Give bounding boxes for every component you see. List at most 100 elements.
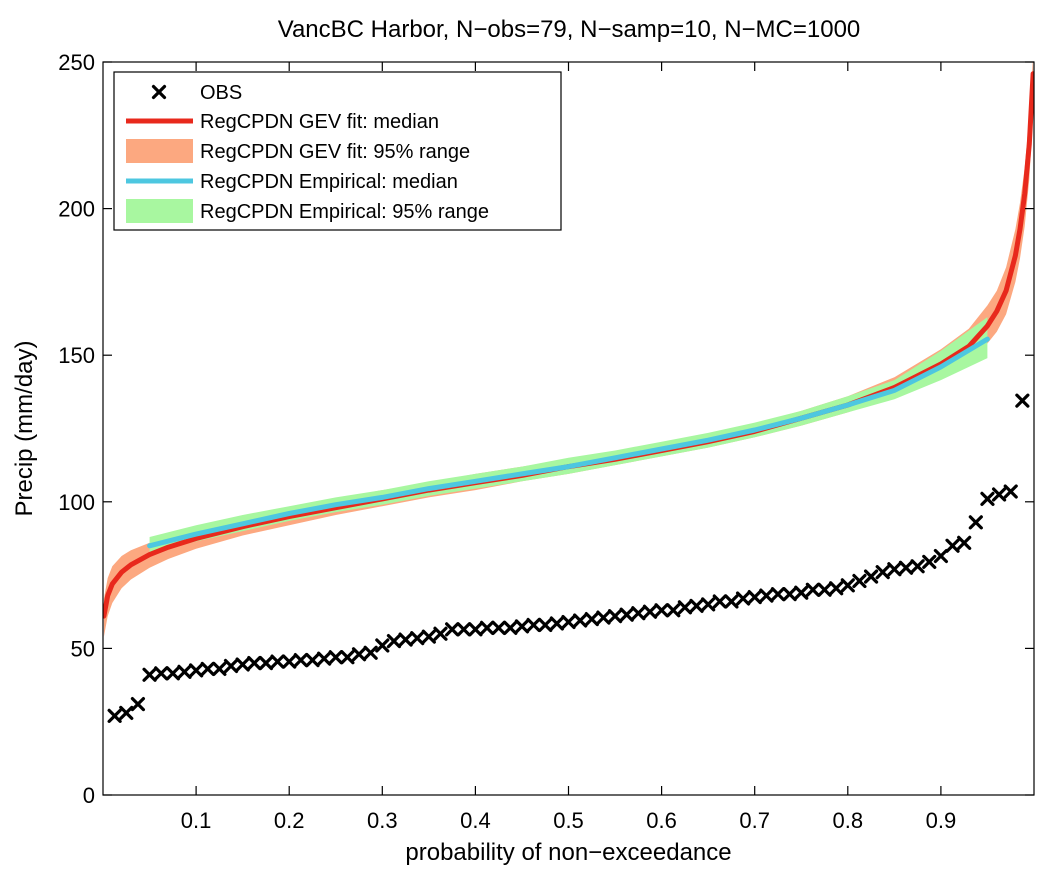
data-point xyxy=(317,651,332,666)
data-point xyxy=(922,554,937,570)
data-point xyxy=(154,666,169,681)
legend-label: RegCPDN GEV fit: median xyxy=(200,111,439,133)
data-point xyxy=(212,661,227,677)
data-point xyxy=(770,587,786,602)
data-point xyxy=(514,619,530,634)
data-point xyxy=(863,569,879,584)
data-point xyxy=(607,609,623,624)
data-point xyxy=(910,559,925,574)
y-tick-label: 150 xyxy=(58,343,95,368)
lines-layer xyxy=(103,71,1034,619)
legend-item: RegCPDN Empirical: median xyxy=(126,171,458,193)
legend-label: RegCPDN GEV fit: 95% range xyxy=(200,141,470,163)
x-tick-label: 0.3 xyxy=(367,808,398,833)
y-axis-title: Precip (mm/day) xyxy=(11,340,38,516)
legend-item: RegCPDN GEV fit: 95% range xyxy=(126,139,470,163)
data-point xyxy=(398,632,413,647)
legend: OBS RegCPDN GEV fit: median RegCPDN GEV fi… xyxy=(113,71,562,231)
data-point xyxy=(293,653,308,668)
x-tick-label: 0.6 xyxy=(646,808,677,833)
series-band-4 xyxy=(149,317,988,554)
data-point xyxy=(875,565,890,580)
data-point xyxy=(573,613,588,628)
data-point xyxy=(421,629,436,644)
data-point xyxy=(107,708,122,723)
x-tick-label: 0.8 xyxy=(833,808,864,833)
legend-label: RegCPDN Empirical: median xyxy=(200,171,458,193)
data-point xyxy=(933,548,949,564)
data-point xyxy=(456,622,471,637)
data-point xyxy=(503,620,518,635)
data-point xyxy=(1003,484,1018,499)
data-point xyxy=(410,631,425,646)
x-axis-title: probability of non−exceedance xyxy=(405,839,731,866)
chart-title: VancBC Harbor, N−obs=79, N−samp=10, N−MC… xyxy=(278,16,861,43)
data-point xyxy=(363,645,378,660)
data-point xyxy=(898,560,914,575)
data-point xyxy=(712,594,727,609)
data-point xyxy=(165,666,180,681)
data-point xyxy=(119,705,134,721)
legend-label: RegCPDN Empirical: 95% range xyxy=(200,201,489,223)
data-point xyxy=(596,610,611,625)
x-tick-label: 0.1 xyxy=(181,808,212,833)
data-point xyxy=(584,611,599,627)
data-point xyxy=(980,491,995,506)
x-tick-label: 0.9 xyxy=(926,808,957,833)
legend-label: OBS xyxy=(200,82,242,104)
data-point xyxy=(538,617,553,633)
data-point xyxy=(631,606,646,621)
data-point xyxy=(666,603,681,618)
x-tick-label: 0.4 xyxy=(460,808,491,833)
data-point xyxy=(654,603,669,618)
x-tick-label: 0.7 xyxy=(739,808,770,833)
data-point xyxy=(142,667,157,682)
data-point xyxy=(351,647,367,662)
data-point xyxy=(701,597,716,612)
data-point xyxy=(805,582,820,597)
data-point xyxy=(223,658,239,674)
legend-item: OBS xyxy=(151,82,242,104)
data-point xyxy=(817,582,832,597)
data-point xyxy=(468,622,483,637)
axis-tick-labels: 0.1 0.2 0.3 0.4 0.5 0.6 0.7 0.8 0.9 0 50 100 150 200 2… xyxy=(58,50,956,833)
data-point xyxy=(852,573,867,589)
data-point xyxy=(619,607,634,622)
axis-ticks xyxy=(103,61,1034,796)
data-point xyxy=(759,588,774,603)
data-point xyxy=(445,622,460,637)
data-point xyxy=(747,589,762,605)
data-point xyxy=(258,655,274,671)
data-point xyxy=(177,664,192,679)
y-tick-label: 100 xyxy=(58,490,95,515)
data-point xyxy=(433,626,448,641)
data-point xyxy=(328,650,343,665)
data-point xyxy=(479,620,495,635)
data-point xyxy=(968,515,983,530)
y-tick-label: 250 xyxy=(58,50,95,75)
data-point xyxy=(189,663,204,678)
data-point xyxy=(491,620,506,635)
data-point xyxy=(794,585,809,600)
x-tick-label: 0.5 xyxy=(553,808,584,833)
data-point xyxy=(235,657,250,672)
data-point xyxy=(130,697,146,712)
x-tick-label: 0.2 xyxy=(274,808,305,833)
data-point xyxy=(735,591,751,606)
data-point xyxy=(1015,393,1030,408)
data-point xyxy=(689,598,704,613)
data-point xyxy=(340,650,355,665)
data-point xyxy=(991,487,1007,502)
data-point xyxy=(270,654,285,669)
legend-item: RegCPDN Empirical: 95% range xyxy=(126,199,489,223)
data-point xyxy=(561,614,576,630)
legend-item: RegCPDN GEV fit: median xyxy=(126,111,439,133)
data-point xyxy=(375,638,390,653)
y-tick-label: 0 xyxy=(83,783,95,808)
data-point xyxy=(549,616,564,631)
y-tick-label: 200 xyxy=(58,197,95,222)
bands-layer xyxy=(103,62,1034,637)
data-point xyxy=(386,633,402,649)
data-point xyxy=(945,538,960,553)
